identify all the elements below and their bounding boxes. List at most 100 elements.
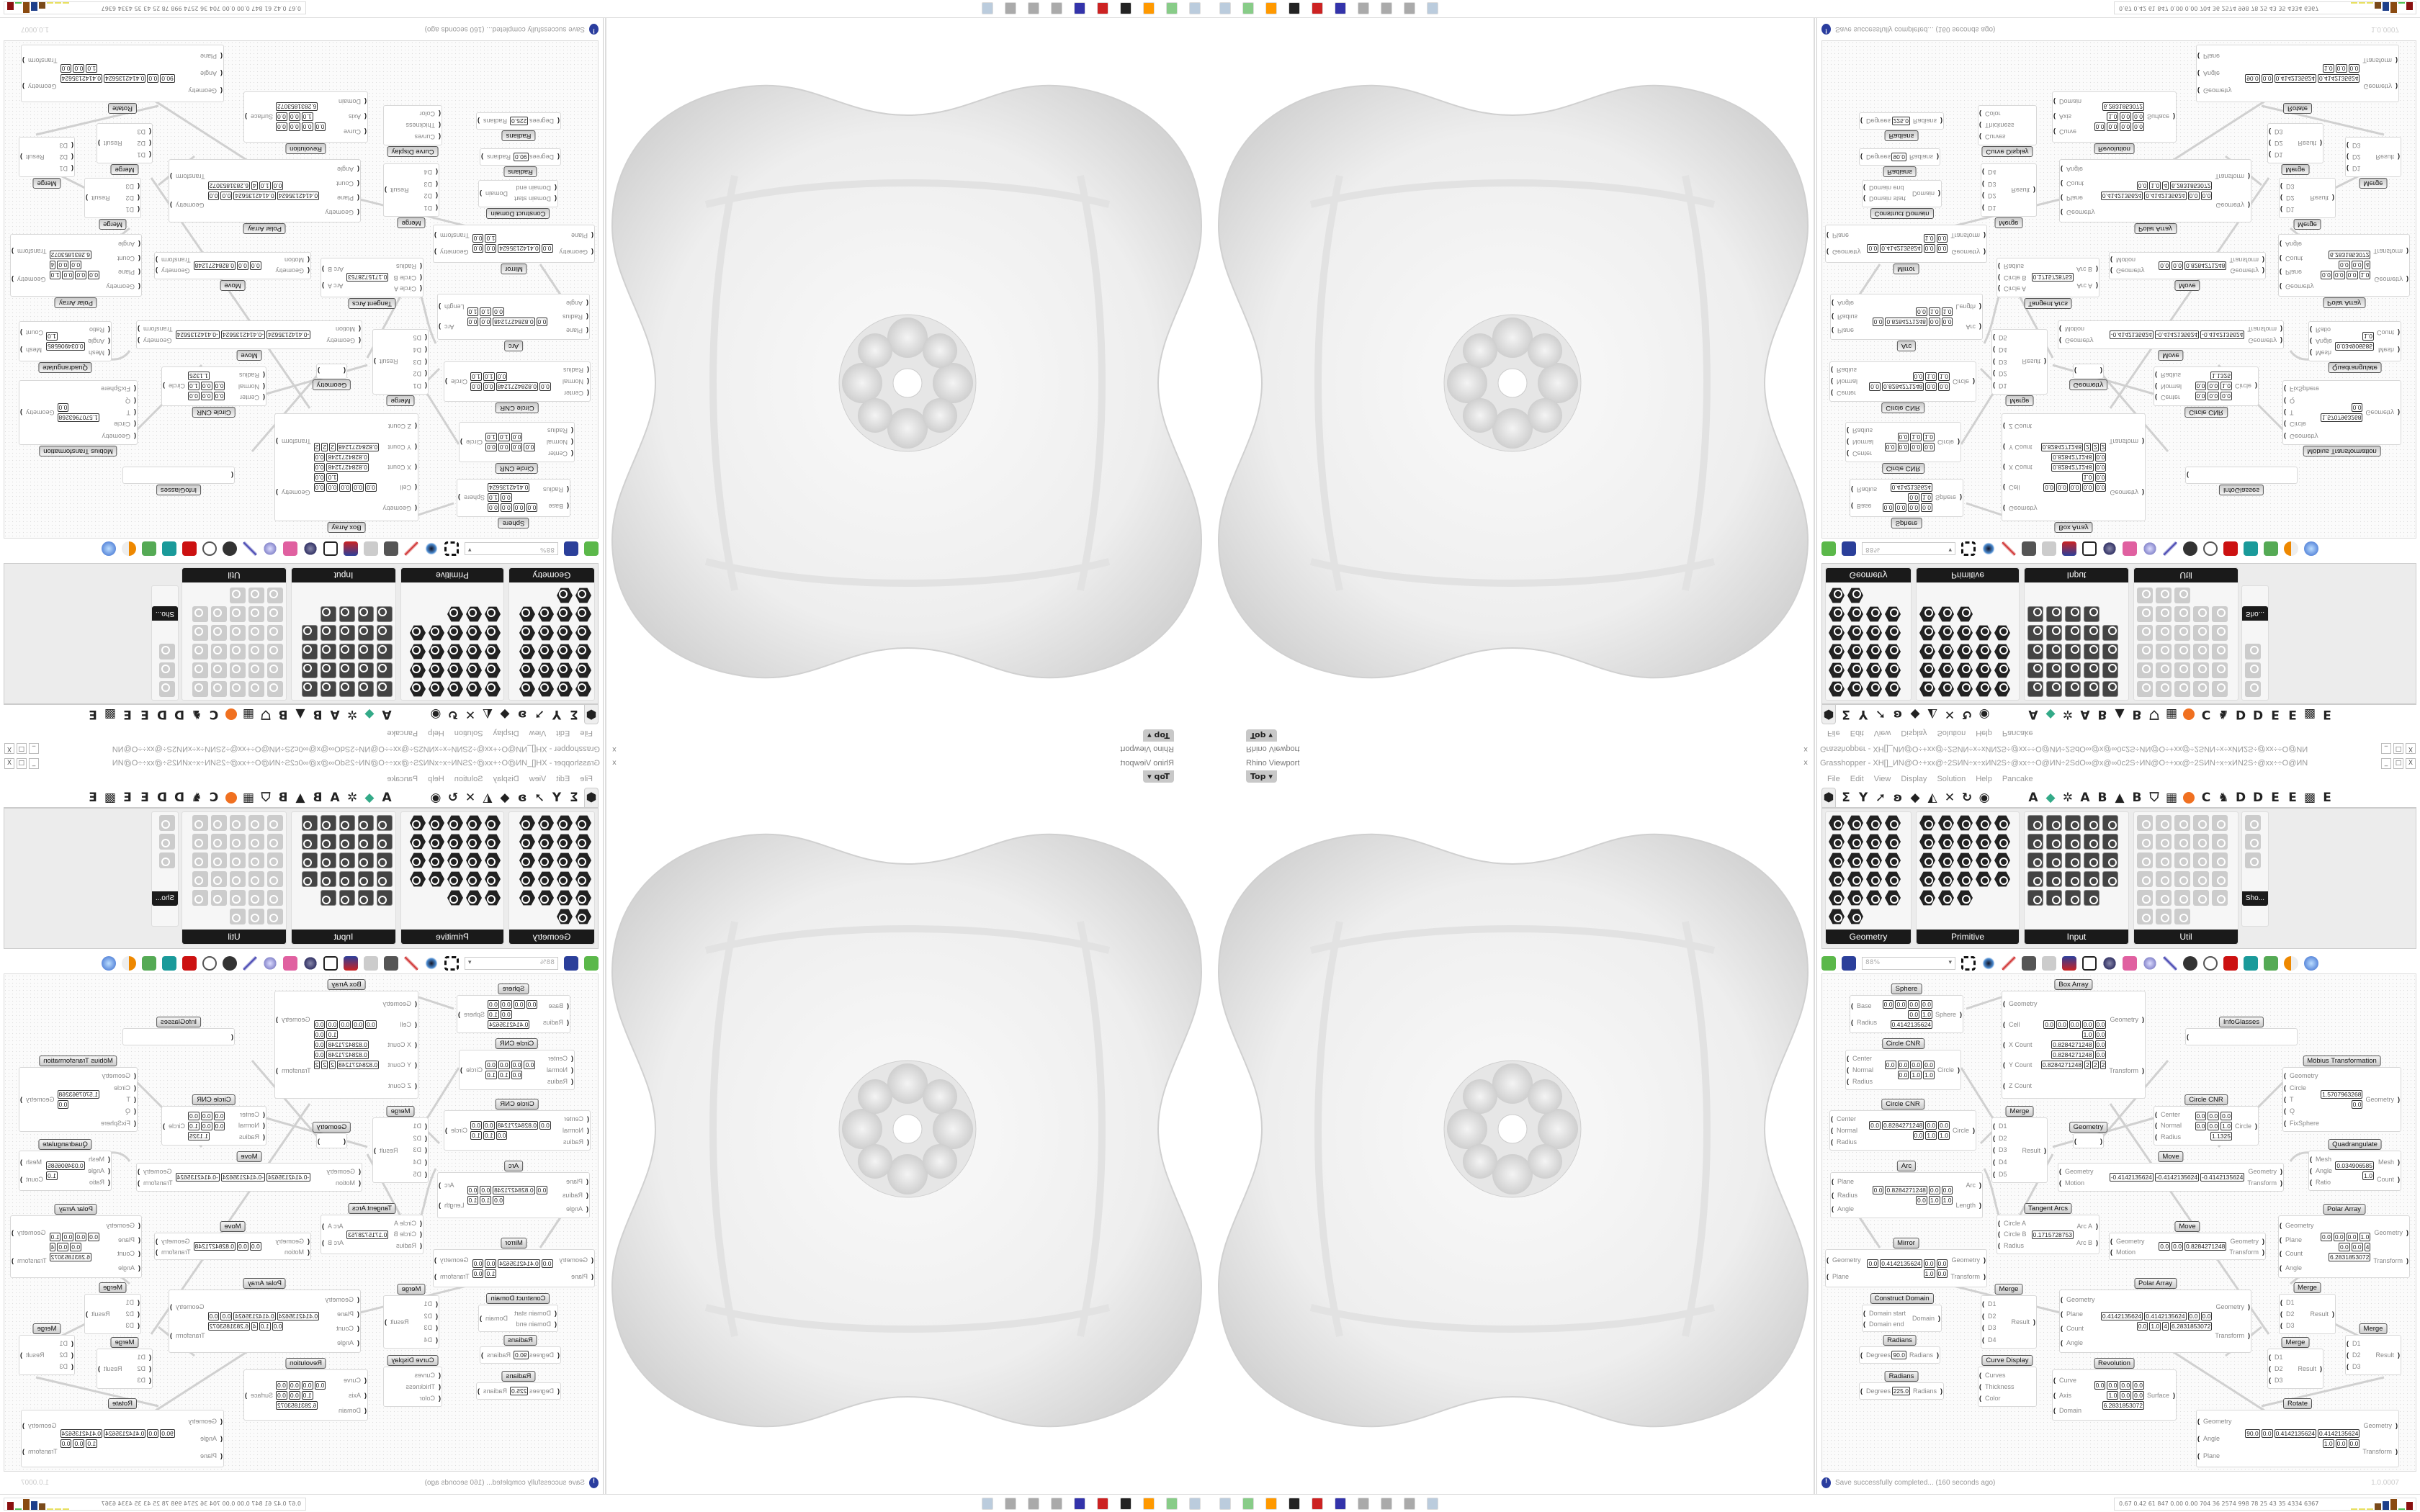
input-port[interactable]: D3 [125,182,134,191]
input-port[interactable]: Motion [275,256,304,265]
value-field[interactable]: 0.0 [2208,392,2220,401]
sketch-icon[interactable] [404,541,418,556]
component-icon[interactable] [575,644,591,660]
grasshopper-canvas[interactable]: SphereBaseRadius0.00.00.00.00.01.00.4142… [4,40,599,539]
tab-gear-icon[interactable]: ✲ [2062,707,2074,722]
input-port[interactable]: Q [2290,397,2319,405]
value-field[interactable]: 0.0 [301,122,313,132]
component-icon[interactable] [538,890,554,906]
value-field[interactable]: 1.0 [485,234,497,243]
package-icon[interactable] [283,956,297,971]
component-title[interactable]: Geometry [312,1122,351,1133]
gh-component[interactable]: Construct DomainDomain startDomain endDo… [478,1293,558,1332]
value-field[interactable]: 0.8284271248 [2051,463,2094,472]
input-port[interactable]: D2 [1982,1312,1996,1320]
value-field[interactable]: 0.0 [2094,463,2107,472]
component-title[interactable]: Move [2158,1151,2184,1162]
value-field[interactable]: 0.0 [2094,1380,2106,1390]
save-icon[interactable] [564,956,578,971]
input-port[interactable]: Circle [2284,1084,2319,1092]
output-port[interactable]: Surface [2147,1391,2175,1400]
value-field[interactable]: 0.0 [1936,234,1948,243]
input-port[interactable]: Degrees [1860,1351,1891,1359]
value-field[interactable]: 0.0 [1908,999,1920,1009]
component-icon[interactable] [2245,834,2261,850]
gh-component[interactable]: Polar ArrayGeometryPlaneCountAngle0.4142… [169,1278,361,1353]
component-title[interactable]: Quadrangulate [2328,362,2382,373]
input-port[interactable]: D3 [413,358,421,366]
input-port[interactable]: T [101,408,131,417]
value-field[interactable]: 0.0 [276,112,287,122]
component-title[interactable]: Merge [32,178,61,189]
input-port[interactable]: Center [563,389,583,397]
input-port[interactable]: Geometry [2280,1221,2313,1230]
tab-a2[interactable]: A [2080,790,2090,805]
tab-a2[interactable]: A [330,790,340,805]
value-field[interactable]: 0.0 [2348,64,2360,73]
taskbar-grasshopper-icon[interactable] [1051,2,1062,14]
component-icon[interactable] [1847,815,1863,831]
taskbar-grasshopper-icon[interactable] [1381,1498,1392,1510]
value-field[interactable]: 0.0 [2208,382,2220,391]
value-field[interactable]: 0.0 [1941,1186,1953,1194]
input-port[interactable]: Cell [382,483,411,492]
taskbar-app-icon[interactable] [1242,2,1254,14]
input-port[interactable]: Angle [563,299,583,307]
value-field[interactable]: 6.2831853072 [2102,102,2144,112]
output-port[interactable]: Transform [143,325,173,333]
value-field[interactable]: 0.8284271248 [326,1050,369,1059]
taskbar-grasshopper-icon[interactable] [1404,2,1415,14]
gh-component[interactable]: Box ArrayGeometryCellX CountY CountZ Cou… [2002,413,2146,533]
value-field[interactable]: 4 [2162,1322,2169,1331]
component-icon[interactable] [1866,890,1882,906]
input-port[interactable]: Color [405,109,435,118]
gh-component[interactable]: MergeD1D2D3Result [2345,1323,2401,1375]
value-field[interactable]: 0.0 [249,261,261,270]
gh-component[interactable]: InfoGlasses [2185,467,2298,495]
value-field[interactable]: 1.0 [470,372,482,381]
component-icon[interactable] [447,625,463,641]
component-icon[interactable] [2137,909,2153,924]
component-icon[interactable] [538,662,554,678]
component-icon[interactable] [1994,644,2010,660]
input-port[interactable]: Angle [2061,1338,2095,1347]
tab-vector-icon[interactable]: ➚ [534,790,545,805]
tab-transform-icon[interactable]: ↻ [1961,790,1973,805]
output-port[interactable]: Transform [440,231,470,240]
component-icon[interactable] [2245,644,2261,660]
input-port[interactable]: Plane [2285,268,2314,276]
output-port[interactable]: Radians [1913,1387,1942,1395]
component-icon[interactable] [267,852,283,868]
component-icon[interactable] [2102,871,2118,887]
plugin-icon[interactable] [2022,956,2036,971]
component-icon[interactable] [358,662,374,678]
input-port[interactable]: D2 [2269,1364,2282,1373]
taskbar-app-icon[interactable] [1289,2,1300,14]
menu-file[interactable]: File [580,775,593,783]
value-field[interactable]: 0.0 [2351,1100,2363,1109]
value-field[interactable]: 90.0 [514,153,529,161]
output-port[interactable]: Sphere [1935,494,1956,503]
value-field[interactable]: 0.0 [2081,483,2094,492]
zoom-select[interactable]: 88% [1862,542,1955,555]
tab-a2[interactable]: A [330,707,340,722]
value-field[interactable]: 0.0 [536,1186,548,1194]
input-port[interactable]: Geometry [2003,999,2037,1008]
component-icon[interactable] [485,852,501,868]
value-field[interactable]: 0.0 [2136,181,2148,190]
maximize-button[interactable]: □ [17,743,27,754]
value-field[interactable]: 0.0 [147,1429,159,1438]
gh-component[interactable]: Circle CNRCenterNormalRadius0.00.8284271… [444,1099,591,1151]
value-field[interactable]: 1.1325 [2210,1131,2232,1140]
input-port[interactable]: D5 [1999,333,2007,342]
component-title[interactable]: Circle CNR [495,1038,539,1049]
component-icon[interactable] [1957,625,1973,641]
component-icon[interactable] [2137,644,2153,660]
component-icon[interactable] [358,890,374,906]
input-port[interactable]: D3 [2269,1376,2282,1385]
component-icon[interactable] [377,662,393,678]
component-icon[interactable] [466,625,482,641]
input-port[interactable]: Axis [339,1391,361,1400]
value-field[interactable]: 225.0 [1891,117,1910,125]
component-title[interactable]: Geometry [2069,1122,2108,1133]
